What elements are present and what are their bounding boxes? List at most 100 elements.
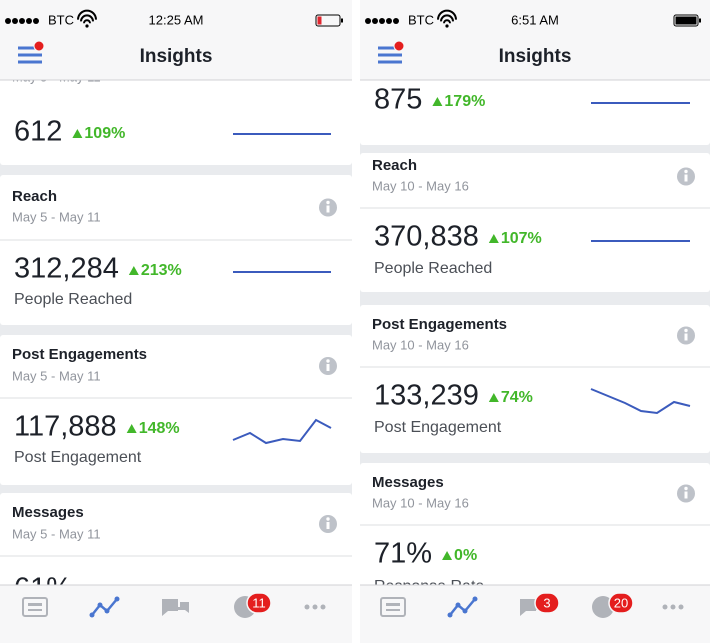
battery-icon bbox=[315, 14, 343, 27]
menu-notification-dot bbox=[393, 40, 405, 52]
badge-count: 11 bbox=[252, 595, 266, 610]
metric-value: 71% bbox=[374, 538, 432, 570]
metric-value: 875 bbox=[374, 84, 422, 116]
signal-dot bbox=[33, 18, 39, 24]
signal-dot bbox=[5, 18, 11, 24]
tab-button[interactable] bbox=[380, 597, 406, 617]
tab-button[interactable] bbox=[22, 597, 48, 617]
change-percent: 213% bbox=[141, 262, 182, 279]
date-range: May 10 - May 16 bbox=[372, 337, 469, 352]
news-icon-line bbox=[28, 603, 42, 606]
badge-count: 20 bbox=[614, 595, 628, 610]
info-dot bbox=[326, 200, 330, 205]
change-percent: 179% bbox=[444, 93, 485, 110]
tab-button[interactable] bbox=[447, 596, 478, 618]
battery-level bbox=[675, 16, 697, 25]
tab-bar bbox=[360, 585, 710, 643]
menu-button[interactable] bbox=[18, 40, 45, 64]
more-dot bbox=[670, 604, 676, 610]
more-dot bbox=[304, 604, 310, 610]
info-stem bbox=[684, 491, 688, 499]
card-background bbox=[0, 80, 352, 165]
card-background bbox=[360, 153, 710, 292]
card-list: 875 179% Reach May 10 - May 16 370,838 107% Pe… bbox=[360, 80, 710, 585]
carrier: BTC bbox=[48, 12, 74, 27]
insight-card: Post Engagements May 10 - May 16 133,239 74… bbox=[360, 305, 710, 453]
wifi-arc bbox=[440, 14, 454, 22]
clock: 12:25 AM bbox=[149, 12, 204, 27]
more-dot bbox=[662, 604, 668, 610]
wifi-icon bbox=[437, 9, 457, 28]
battery-level bbox=[317, 16, 322, 25]
info-icon[interactable] bbox=[677, 326, 695, 345]
card-title: Reach bbox=[372, 157, 417, 174]
info-stem bbox=[684, 333, 688, 341]
metric-value: 612 bbox=[14, 116, 62, 148]
metric-label: Post Engagement bbox=[374, 419, 502, 436]
tab-button[interactable] bbox=[662, 604, 684, 610]
date-range: May 10 - May 16 bbox=[372, 178, 469, 193]
news-icon-line bbox=[28, 609, 42, 611]
menu-line bbox=[378, 46, 402, 50]
card-background bbox=[0, 335, 352, 485]
news-icon-line bbox=[386, 609, 400, 611]
info-icon[interactable] bbox=[319, 515, 337, 533]
insight-card: May 5 - May 11 612 109% bbox=[0, 69, 352, 165]
wifi-arc bbox=[83, 19, 91, 24]
insights-icon-dot bbox=[455, 602, 461, 608]
insights-icon-dot bbox=[114, 596, 120, 602]
header-title: Insights bbox=[499, 46, 572, 67]
insights-icon bbox=[449, 598, 476, 616]
signal-dot bbox=[12, 18, 18, 24]
tab-button[interactable] bbox=[89, 596, 120, 618]
battery-tip bbox=[341, 18, 343, 23]
badge-background bbox=[534, 592, 560, 614]
insight-card: Messages May 10 - May 16 71% 0% Response Rat… bbox=[360, 463, 710, 585]
wifi-arc bbox=[443, 19, 451, 24]
up-arrow bbox=[72, 129, 83, 138]
info-icon[interactable] bbox=[319, 357, 337, 375]
info-icon[interactable] bbox=[677, 167, 695, 186]
card-background bbox=[360, 305, 710, 453]
up-arrow bbox=[488, 393, 499, 402]
tab-button[interactable] bbox=[304, 604, 326, 610]
metric-value: 370,838 bbox=[374, 221, 479, 253]
insights-icon-dot bbox=[447, 612, 453, 618]
insight-card: Messages May 5 - May 11 61% bbox=[0, 493, 352, 585]
messages-icon-back bbox=[175, 602, 189, 613]
signal-dot bbox=[379, 18, 385, 24]
card-background bbox=[360, 80, 710, 145]
info-dot bbox=[684, 169, 688, 174]
top-bar bbox=[360, 0, 710, 80]
date-range: May 5 - May 11 bbox=[12, 209, 101, 224]
up-arrow bbox=[488, 234, 499, 243]
date-range: May 5 - May 11 bbox=[12, 69, 101, 84]
battery-icon bbox=[673, 14, 701, 27]
phone-screen: May 5 - May 11 612 109% Reach May 5 - May 11… bbox=[0, 0, 352, 643]
info-icon[interactable] bbox=[319, 198, 337, 217]
change-percent: 0% bbox=[454, 547, 477, 564]
insight-card: Post Engagements May 5 - May 11 117,888 148… bbox=[0, 335, 352, 485]
menu-line bbox=[378, 53, 402, 57]
info-stem bbox=[326, 364, 330, 371]
wifi-arc bbox=[77, 9, 97, 20]
tab-bar bbox=[0, 585, 352, 643]
card-title: Post Engagements bbox=[12, 346, 147, 363]
menu-button[interactable] bbox=[378, 40, 405, 64]
metric-label: People Reached bbox=[14, 291, 132, 308]
insight-card: Reach May 10 - May 16 370,838 107% People Re… bbox=[360, 153, 710, 292]
tab-button[interactable] bbox=[162, 599, 189, 616]
clock: 6:51 AM bbox=[511, 12, 559, 27]
battery-body bbox=[673, 14, 699, 27]
header-title: Insights bbox=[140, 46, 213, 67]
insights-icon-dot bbox=[104, 608, 110, 614]
carrier: BTC bbox=[408, 12, 434, 27]
signal-dot bbox=[386, 18, 392, 24]
metric-label: Post Engagement bbox=[14, 449, 142, 466]
card-title: Messages bbox=[12, 504, 84, 521]
info-icon[interactable] bbox=[677, 484, 695, 503]
wifi-arc bbox=[437, 9, 457, 20]
date-range: May 5 - May 11 bbox=[12, 526, 101, 541]
up-arrow bbox=[126, 424, 137, 433]
notification-badge: 3 bbox=[534, 592, 560, 614]
